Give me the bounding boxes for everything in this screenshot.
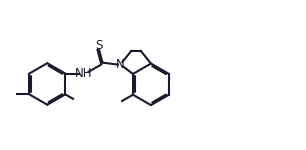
Text: N: N	[116, 58, 125, 71]
Text: S: S	[95, 39, 103, 52]
Text: NH: NH	[75, 67, 93, 80]
